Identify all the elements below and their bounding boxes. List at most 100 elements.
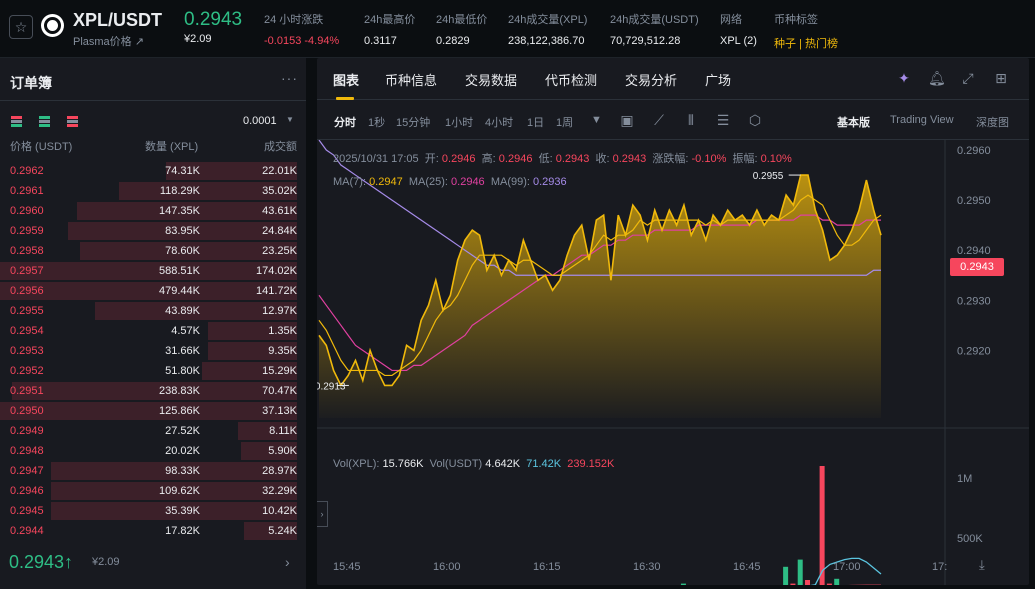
ask-price: 0.2953 <box>10 345 44 357</box>
ask-price: 0.2951 <box>10 385 44 397</box>
pair-symbol[interactable]: XPL/USDT <box>73 10 163 30</box>
ask-row[interactable]: 0.2952 51.80K 15.29K <box>0 361 297 381</box>
more-intervals-icon[interactable]: ▼ <box>591 114 602 126</box>
ask-qty: 109.62K <box>159 485 200 497</box>
interval-option[interactable]: 4小时 <box>485 117 514 129</box>
ai-sparkle-icon[interactable]: ✦ <box>898 70 910 86</box>
ticker-stat: 24h最高价 0.3117 <box>364 11 415 47</box>
ask-total: 24.84K <box>262 225 297 237</box>
interval-option[interactable]: 分时 <box>334 117 356 129</box>
bids-view-icon[interactable] <box>39 116 50 127</box>
layout-grid-icon[interactable]: ⊞ <box>995 70 1007 86</box>
depth-bar <box>237 422 297 440</box>
settings-list-icon[interactable]: ☰ <box>716 112 730 128</box>
interval-option[interactable]: 1小时 <box>445 117 474 129</box>
ask-row[interactable]: 0.2956 479.44K 141.72K <box>0 281 297 301</box>
ask-row[interactable]: 0.2957 588.51K 174.02K <box>0 261 297 281</box>
ticker-stat: 24h最低价 0.2829 <box>436 11 487 47</box>
coin-info-link[interactable]: Plasma价格 ↗ <box>73 36 144 48</box>
ask-row[interactable]: 0.2954 4.57K 1.35K <box>0 321 297 341</box>
hexagon-icon[interactable]: ⬡ <box>748 112 762 128</box>
ask-total: 8.11K <box>269 425 297 437</box>
ask-row[interactable]: 0.2946 109.62K 32.29K <box>0 481 297 501</box>
depth-bar <box>207 342 297 360</box>
bell-icon[interactable]: 🔔︎ <box>928 70 946 86</box>
ask-row[interactable]: 0.2962 74.31K 22.01K <box>0 161 297 181</box>
ma99-line <box>318 140 881 276</box>
price-chart[interactable]: 0.2960 0.2950 0.2940 0.2930 0.2920 0.2955 0.29… <box>317 140 1029 585</box>
ask-row[interactable]: 0.2950 125.86K 37.13K <box>0 401 297 421</box>
price-tick-label: 0.2950 <box>957 195 991 207</box>
interval-option[interactable]: 1秒 <box>368 117 386 129</box>
vol-xpl-value: 15.766K <box>382 458 424 470</box>
ask-row[interactable]: 0.2945 35.39K 10.42K <box>0 501 297 521</box>
vol-ma2-value: 239.152K <box>567 458 615 470</box>
collapse-toolbar-icon[interactable]: › <box>317 501 328 527</box>
chart-tab[interactable]: 图表 <box>333 73 360 88</box>
ask-row[interactable]: 0.2951 238.83K 70.47K <box>0 381 297 401</box>
volume-bar <box>790 583 796 585</box>
ask-price: 0.2944 <box>10 525 44 537</box>
divider <box>0 100 306 101</box>
chart-view-option[interactable]: Trading View <box>890 114 954 126</box>
expand-icon[interactable]: ⤢ <box>962 70 974 86</box>
order-book-panel: 订单簿 ··· 0.0001 ▼ 价格 (USDT) 数量 (XPL) 成交额 … <box>0 58 306 589</box>
ask-total: 9.35K <box>268 345 297 357</box>
fit-chart-icon[interactable]: ⤓ <box>979 557 985 572</box>
price-tick-label: 0.2960 <box>957 145 991 157</box>
ask-price: 0.2960 <box>10 205 44 217</box>
more-icon[interactable]: ··· <box>281 70 298 86</box>
chart-tab[interactable]: 币种信息 <box>385 73 438 88</box>
low-annotation: 0.2913 <box>317 381 349 392</box>
ask-row[interactable]: 0.2959 83.95K 24.84K <box>0 221 297 241</box>
indicator-icon[interactable]: ⟋ <box>654 112 664 128</box>
interval-option[interactable]: 1日 <box>527 117 545 129</box>
ask-row[interactable]: 0.2953 31.66K 9.35K <box>0 341 297 361</box>
ask-row[interactable]: 0.2944 17.82K 5.24K <box>0 521 297 541</box>
ma25-value: 0.2946 <box>451 176 485 188</box>
ask-row[interactable]: 0.2955 43.89K 12.97K <box>0 301 297 321</box>
volume-tick-label: 1M <box>957 473 972 485</box>
volume-bar <box>819 466 825 585</box>
ask-price: 0.2961 <box>10 185 44 197</box>
chart-view-option[interactable]: 深度图 <box>976 117 1009 129</box>
asks-view-icon[interactable] <box>67 116 78 127</box>
ask-qty: 98.33K <box>165 465 200 477</box>
chevron-down-icon[interactable]: ▼ <box>286 115 294 124</box>
depth-bar <box>201 362 297 380</box>
depth-bar <box>50 502 297 520</box>
order-book-last-price[interactable]: 0.2943↑ <box>9 552 74 572</box>
chart-tab[interactable]: 交易分析 <box>625 73 678 88</box>
volume-bar <box>826 583 832 585</box>
interval-option[interactable]: 1周 <box>556 117 574 129</box>
chart-tab[interactable]: 代币检测 <box>545 73 598 88</box>
volume-info: Vol(XPL): 15.766K Vol(USDT) 4.642K 71.42… <box>333 458 614 470</box>
last-price: 0.2943 <box>184 9 243 30</box>
chart-tab[interactable]: 广场 <box>705 73 732 88</box>
both-side-view-icon[interactable] <box>11 116 22 127</box>
ask-qty: 51.80K <box>165 365 200 377</box>
ask-qty: 20.02K <box>165 445 200 457</box>
ask-row[interactable]: 0.2958 78.60K 23.25K <box>0 241 297 261</box>
candle-type-icon[interactable]: ⫴ <box>688 112 694 128</box>
ticker-stat: 网络 XPL (2) <box>720 11 757 47</box>
ask-row[interactable]: 0.2949 27.52K 8.11K <box>0 421 297 441</box>
ask-row[interactable]: 0.2948 20.02K 5.90K <box>0 441 297 461</box>
precision-select[interactable]: 0.0001 <box>243 115 277 127</box>
interval-option[interactable]: 15分钟 <box>396 117 431 129</box>
ask-row[interactable]: 0.2960 147.35K 43.61K <box>0 201 297 221</box>
chart-view-option[interactable]: 基本版 <box>837 117 870 129</box>
chevron-right-icon[interactable]: › <box>285 554 290 570</box>
calendar-icon[interactable]: ▣ <box>620 112 634 128</box>
volume-bar <box>783 566 789 585</box>
ask-row[interactable]: 0.2961 118.29K 35.02K <box>0 181 297 201</box>
time-tick-label: 16:00 <box>433 561 461 573</box>
favorite-star-icon[interactable]: ☆ <box>9 15 33 39</box>
ask-row[interactable]: 0.2947 98.33K 28.97K <box>0 461 297 481</box>
chart-tab[interactable]: 交易数据 <box>465 73 518 88</box>
ask-price: 0.2959 <box>10 225 44 237</box>
volume-ma1-line <box>810 557 882 585</box>
stat-label: 网络 <box>720 14 742 26</box>
vol-usdt-label: Vol(USDT) <box>429 458 483 470</box>
total-column-header: 成交额 <box>264 141 297 153</box>
